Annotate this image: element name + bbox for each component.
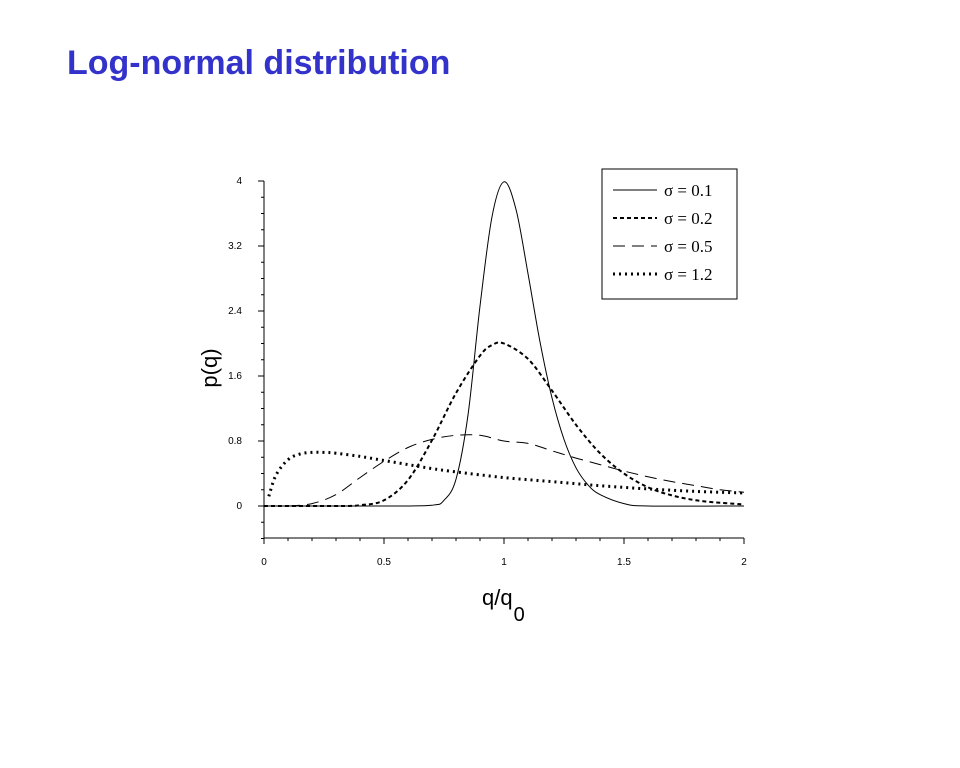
legend-entry: σ = 0.5 xyxy=(664,237,713,256)
legend-entry: σ = 0.1 xyxy=(664,181,713,200)
y-tick-label: 3.2 xyxy=(228,241,242,252)
y-axis-label: p(q) xyxy=(197,348,222,387)
series-line-1 xyxy=(263,181,745,507)
y-tick-label: 2.4 xyxy=(228,306,242,317)
x-tick-label: 0.5 xyxy=(377,557,391,568)
legend-entry: σ = 1.2 xyxy=(664,265,713,284)
legend-entry: σ = 0.2 xyxy=(664,209,713,228)
series-line-3 xyxy=(287,434,745,507)
x-axis-label: q/q0 xyxy=(482,585,525,626)
chart-plot-area xyxy=(263,181,745,508)
x-tick-label: 1 xyxy=(501,557,507,568)
chart-legend: σ = 0.1 σ = 0.2 σ = 0.5 σ = 1.2 xyxy=(601,168,738,300)
slide-title: Log-normal distribution xyxy=(67,44,451,82)
y-tick-label: 1.6 xyxy=(228,371,242,382)
y-tick-label: 0 xyxy=(236,501,242,512)
legend-box xyxy=(601,168,738,300)
x-axis-label-subscript: 0 xyxy=(514,604,525,626)
y-tick-label: 0.8 xyxy=(228,436,242,447)
x-tick-label: 0 xyxy=(261,557,267,568)
x-axis-label-main: q/q xyxy=(482,585,513,610)
series-line-4 xyxy=(267,450,745,497)
chart-axes: 0 0.8 1.6 2.4 3.2 4 0 0.5 1 1.5 2 xyxy=(228,176,747,568)
y-tick-label: 4 xyxy=(236,176,242,187)
series-line-2 xyxy=(263,341,745,508)
x-tick-label: 2 xyxy=(741,557,747,568)
x-tick-label: 1.5 xyxy=(617,557,631,568)
